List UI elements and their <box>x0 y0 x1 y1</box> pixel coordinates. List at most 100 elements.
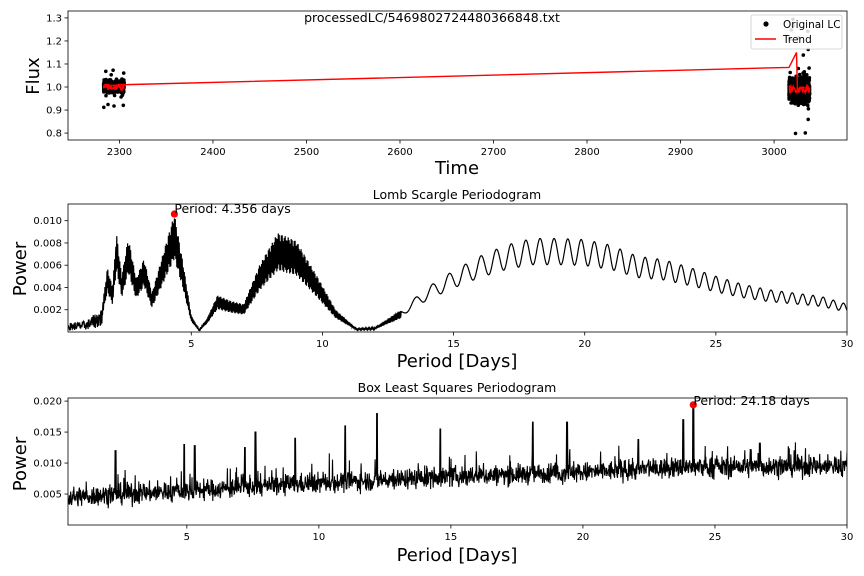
original-lc-point <box>801 53 806 57</box>
original-lc-point <box>102 105 106 110</box>
light-curve-y-tick-label: 0.9 <box>46 106 62 117</box>
light-curve-x-tick-label: 2700 <box>481 147 506 158</box>
original-lc-point <box>806 107 811 111</box>
trend-segment <box>788 83 811 96</box>
bls-x-tick-label: 25 <box>709 532 722 543</box>
original-lc-point <box>803 131 808 135</box>
lomb-scargle-x-tick-label: 15 <box>447 339 460 350</box>
bls-y-tick-label: 0.010 <box>33 459 62 470</box>
original-lc-point <box>801 102 805 106</box>
legend: Original LC Trend <box>750 14 843 50</box>
lomb-scargle-y-tick-label: 0.006 <box>33 261 62 272</box>
light-curve-x-tick-label: 2800 <box>574 147 599 158</box>
light-curve-y-tick-label: 1.1 <box>46 59 62 70</box>
original-lc-point <box>111 68 115 72</box>
original-lc-point <box>801 82 806 87</box>
bls-y-label: Power <box>10 436 31 491</box>
trend-segment <box>102 82 125 93</box>
light-curve-x-tick-label: 2300 <box>107 147 132 158</box>
original-lc-point <box>797 72 802 77</box>
lomb-scargle-peak-marker <box>170 210 178 218</box>
light-curve-title: processedLC/5469802724480366848.txt <box>304 10 560 25</box>
lomb-scargle-y-tick-label: 0.008 <box>33 238 62 249</box>
lomb-scargle-x-tick-label: 5 <box>188 339 194 350</box>
bls-peak-label: Period: 24.18 days <box>693 393 809 408</box>
original-lc-point <box>798 95 803 100</box>
lomb-scargle-power-line <box>68 218 847 332</box>
original-lc-point <box>788 78 792 82</box>
original-lc-point <box>121 71 126 75</box>
original-lc-point <box>807 66 811 70</box>
lomb-scargle-title: Lomb Scargle Periodogram <box>373 187 541 202</box>
bls-x-label: Period [Days] <box>397 545 518 566</box>
light-curve-x-tick-label: 2900 <box>668 147 693 158</box>
original-lc-point <box>122 80 126 85</box>
lomb-scargle-y-tick-label: 0.002 <box>33 305 62 316</box>
bls-x-tick-label: 10 <box>312 532 325 543</box>
original-lc-point <box>104 69 108 74</box>
light-curve-y-tick-label: 1.2 <box>46 36 62 47</box>
original-lc-point <box>789 94 793 98</box>
original-lc-point <box>793 101 797 106</box>
light-curve-y-tick-label: 0.8 <box>46 129 62 140</box>
lomb-scargle-y-tick-label: 0.010 <box>33 216 62 227</box>
light-curve-x-tick-label: 2400 <box>200 147 225 158</box>
original-lc-point <box>806 100 811 104</box>
original-lc-point <box>805 93 809 98</box>
original-lc-point <box>119 95 123 99</box>
light-curve-x-tick-label: 2500 <box>294 147 319 158</box>
original-lc-point <box>121 103 126 108</box>
lomb-scargle-y-tick-label: 0.004 <box>33 283 62 294</box>
light-curve-x-label: Time <box>434 158 479 179</box>
original-lc-point <box>806 117 810 122</box>
original-lc-point <box>805 73 809 77</box>
trend-line <box>103 52 810 91</box>
bls-x-tick-label: 5 <box>184 532 190 543</box>
light-curve-y-tick-label: 1.0 <box>46 83 62 94</box>
original-lc-point <box>102 78 106 82</box>
original-lc-point <box>790 80 794 85</box>
light-curve-x-tick-label: 3000 <box>761 147 786 158</box>
original-lc-point <box>806 103 810 108</box>
legend-label-original-lc: Original LC <box>783 19 841 31</box>
bls-y-tick-label: 0.005 <box>33 490 62 501</box>
light-curve-y-tick-label: 1.3 <box>46 13 62 24</box>
original-lc-point <box>800 98 805 102</box>
bls-title: Box Least Squares Periodogram <box>358 380 557 395</box>
panel-light-curve: 2300 2400 2500 2600 2700 2800 2900 3000 0.8 0.9 1… <box>23 10 848 179</box>
lomb-scargle-x-tick-label: 30 <box>841 339 854 350</box>
lomb-scargle-x-tick-label: 20 <box>578 339 591 350</box>
legend-marker-original-lc <box>763 21 769 27</box>
plot-area-lomb-scargle <box>67 203 848 333</box>
bls-y-tick-label: 0.015 <box>33 428 62 439</box>
original-lc-point <box>787 97 791 101</box>
original-lc-point <box>794 94 799 99</box>
light-curve-x-tick-label: 2600 <box>387 147 412 158</box>
original-lc-point <box>793 84 798 88</box>
plot-area-light-curve <box>67 10 848 141</box>
original-lc-point <box>807 78 812 83</box>
panel-lomb-scargle: 5 10 15 20 25 30 0.002 0.004 0.006 0.008 0.010 Pe… <box>10 187 853 372</box>
plot-area-bls <box>67 397 848 526</box>
legend-label-trend: Trend <box>782 34 812 46</box>
original-lc-point <box>112 93 117 98</box>
original-lc-point <box>801 71 805 75</box>
bls-power-line <box>68 404 847 509</box>
lomb-scargle-x-tick-label: 25 <box>709 339 722 350</box>
bls-x-tick-label: 30 <box>841 532 854 543</box>
original-lc-point <box>106 102 110 107</box>
original-lc-point <box>112 104 116 108</box>
lomb-scargle-x-tick-label: 10 <box>316 339 329 350</box>
bls-peak-marker <box>689 401 697 409</box>
lomb-scargle-y-label: Power <box>10 241 31 296</box>
lomb-scargle-peak-label: Period: 4.356 days <box>174 201 290 216</box>
bls-x-tick-label: 20 <box>577 532 590 543</box>
original-lc-point <box>793 131 798 136</box>
lomb-scargle-x-label: Period [Days] <box>397 351 518 372</box>
original-lc-point <box>104 93 108 98</box>
original-lc-point <box>109 73 113 77</box>
legend-box <box>750 14 843 50</box>
light-curve-y-label: Flux <box>23 57 44 95</box>
original-lc-point <box>792 99 796 103</box>
